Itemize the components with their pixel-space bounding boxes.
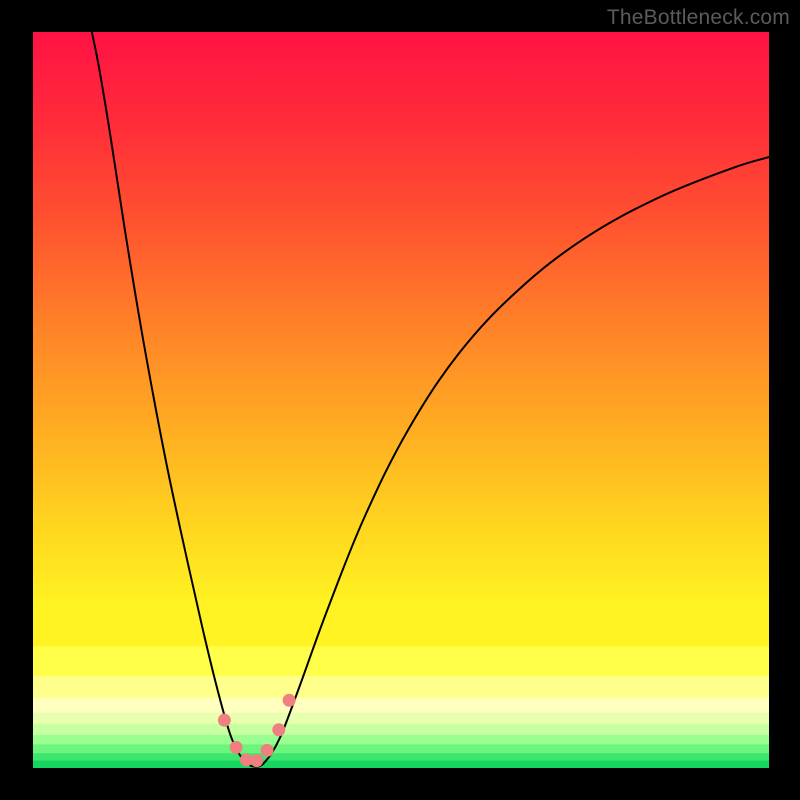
watermark-text: TheBottleneck.com [607,6,790,30]
marker-point [218,714,231,727]
marker-point [230,741,243,754]
chart-container: TheBottleneck.com [0,0,800,800]
marker-point [283,694,296,707]
plot-area [33,32,769,768]
marker-point [261,744,274,757]
marker-point [272,723,285,736]
marker-point [250,754,263,767]
plot-svg [33,32,769,768]
